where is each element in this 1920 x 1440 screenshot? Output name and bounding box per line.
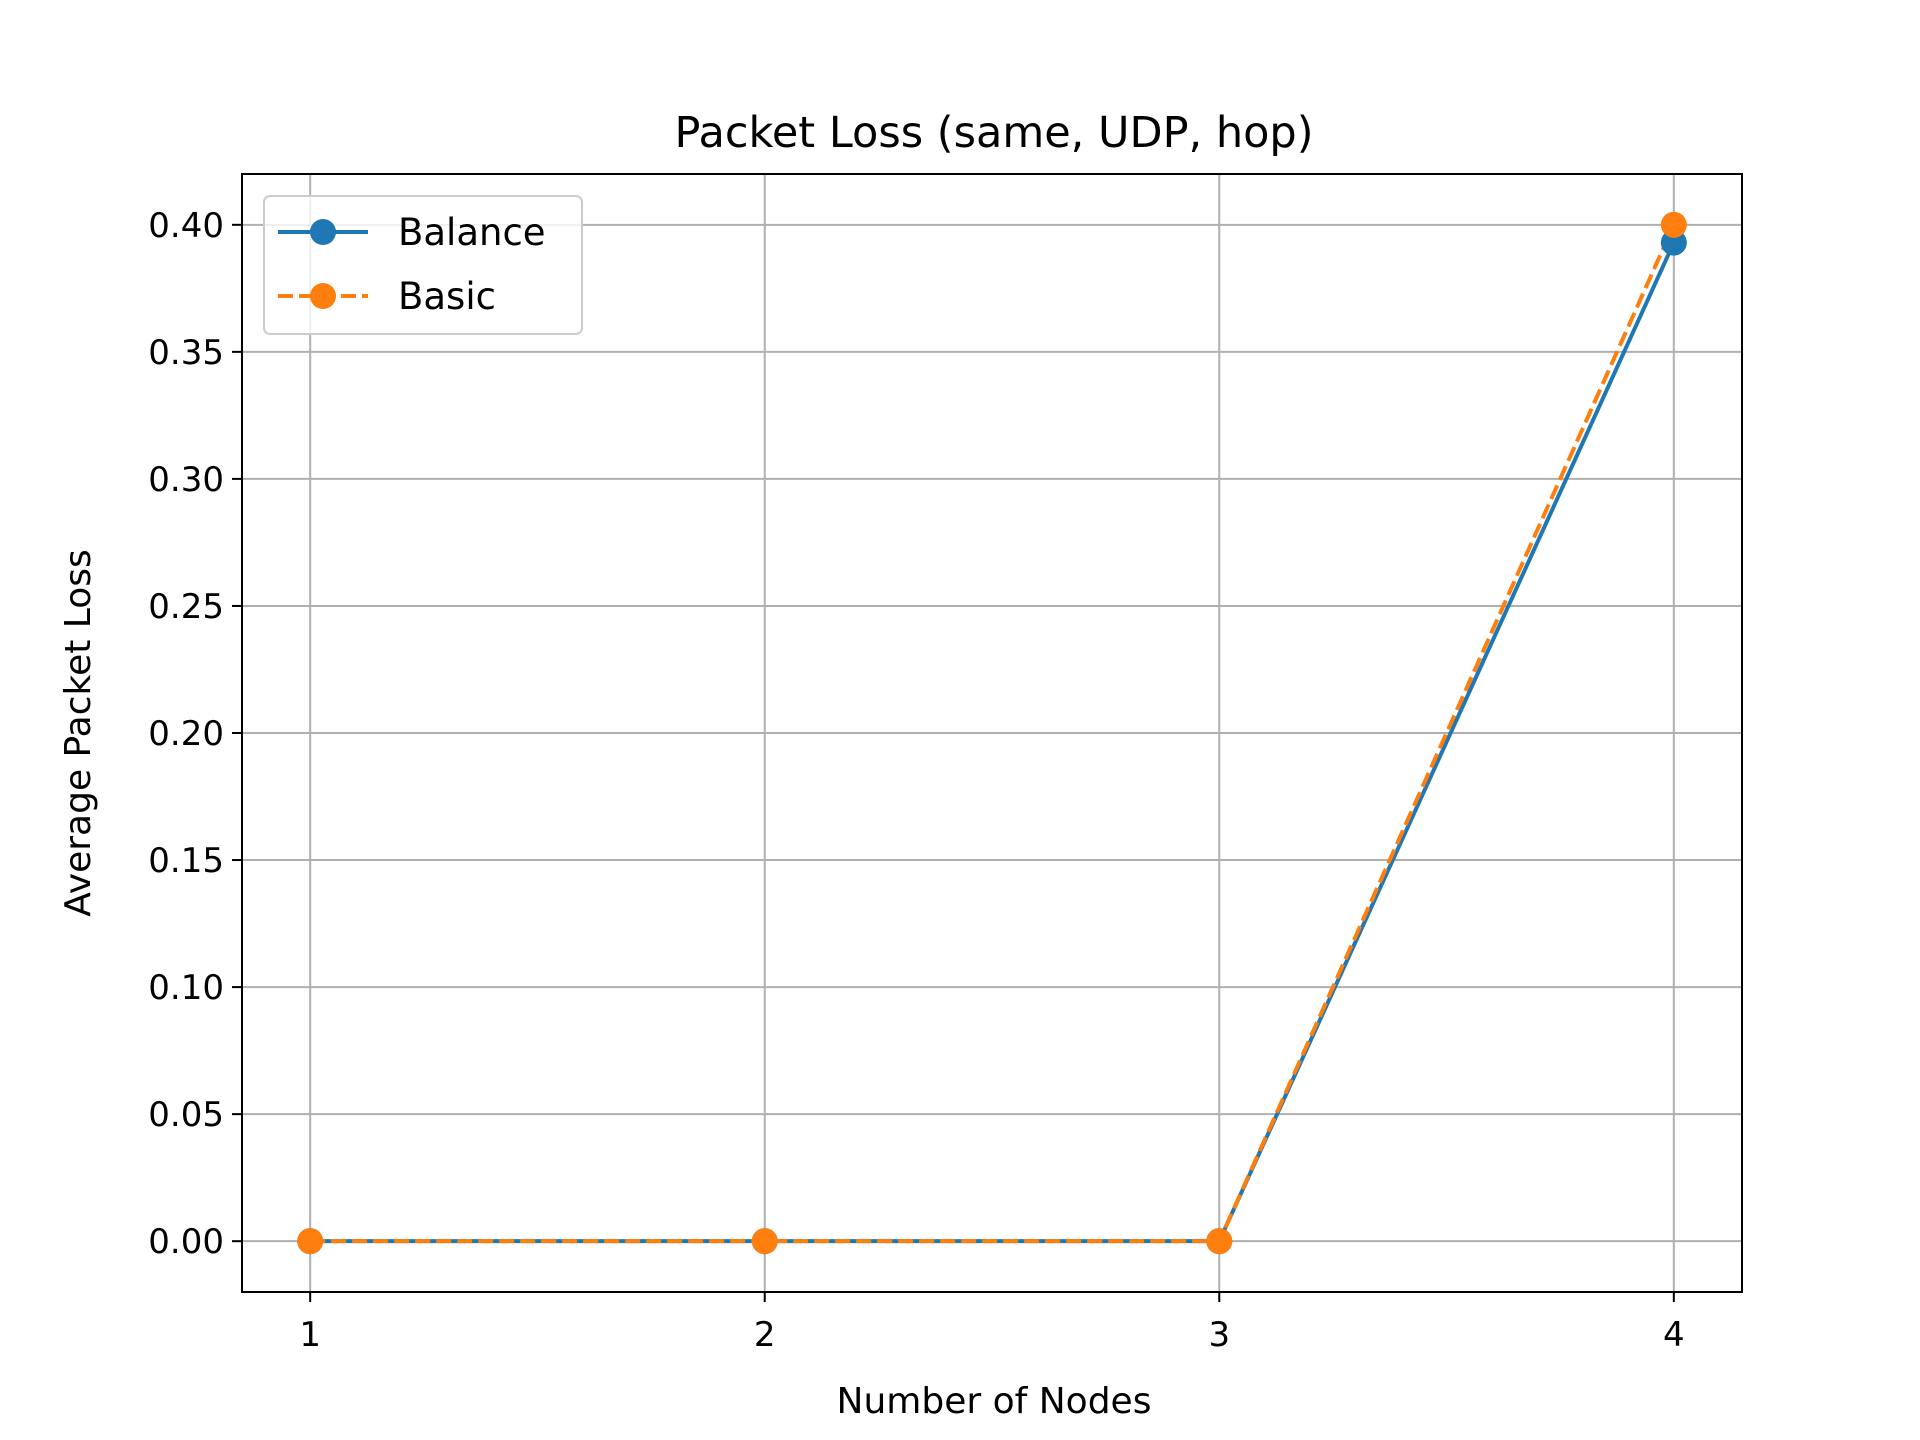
y-tick-label: 0.15	[148, 841, 224, 881]
y-tick-label: 0.05	[148, 1095, 224, 1135]
legend-marker-basic	[310, 283, 336, 309]
y-tick-label: 0.35	[148, 333, 224, 373]
y-tick-label: 0.30	[148, 460, 224, 500]
y-tick-label: 0.20	[148, 714, 224, 754]
y-tick-label: 0.00	[148, 1222, 224, 1262]
ticks: 1 2 3 4 0.00 0.05 0.10 0.15 0.20 0.25 0.30 0.35 0.40	[148, 206, 1684, 1355]
legend-marker-balance	[310, 219, 336, 245]
series-layer	[297, 211, 1687, 1255]
x-tick-label: 2	[754, 1315, 776, 1355]
y-tick-label: 0.10	[148, 968, 224, 1008]
y-tick-label: 0.40	[148, 206, 224, 246]
data-point-basic	[1206, 1228, 1233, 1255]
x-tick-label: 1	[299, 1315, 321, 1355]
data-point-basic	[751, 1228, 778, 1255]
legend-label-balance: Balance	[398, 211, 546, 254]
data-point-basic	[297, 1228, 324, 1255]
y-tick-label: 0.25	[148, 587, 224, 627]
legend: Balance Basic	[263, 195, 583, 335]
x-axis-label: Number of Nodes	[837, 1381, 1152, 1422]
x-tick-label: 4	[1663, 1315, 1685, 1355]
series-line-basic	[310, 224, 1676, 1244]
chart-title: Packet Loss (same, UDP, hop)	[674, 108, 1313, 158]
y-axis-label: Average Packet Loss	[58, 549, 99, 916]
grid	[242, 174, 1742, 1292]
data-point-basic	[1660, 211, 1687, 238]
legend-label-basic: Basic	[398, 275, 496, 318]
x-tick-label: 3	[1208, 1315, 1230, 1355]
data-point-balance	[1660, 229, 1687, 256]
